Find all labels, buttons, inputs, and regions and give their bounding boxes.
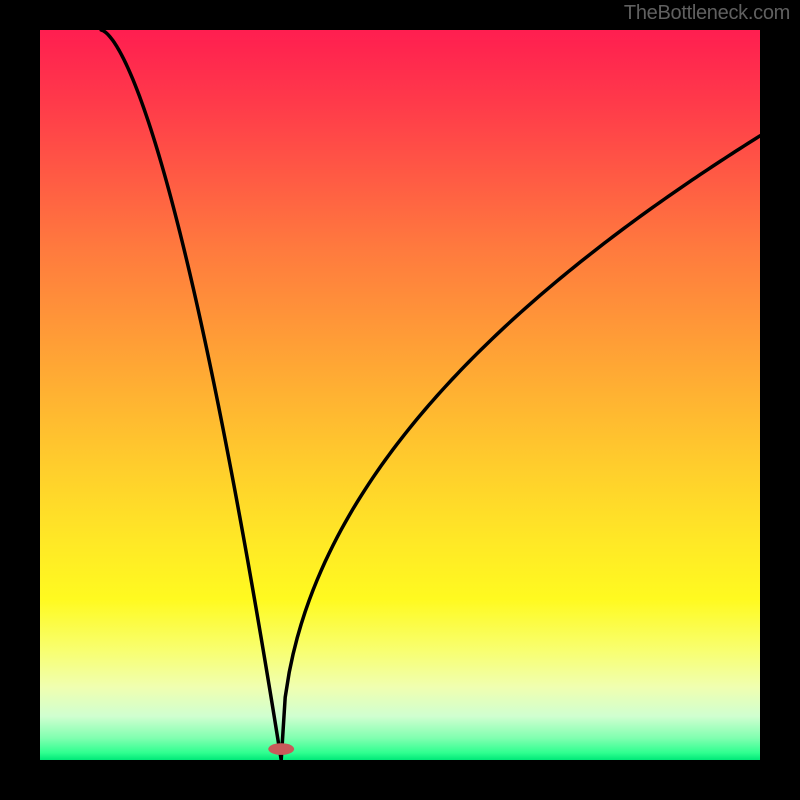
optimal-point-marker	[268, 743, 294, 755]
watermark-text: TheBottleneck.com	[624, 2, 790, 25]
chart-container: TheBottleneck.com	[0, 0, 800, 800]
plot-area	[40, 30, 760, 760]
curve-overlay	[40, 30, 760, 760]
bottleneck-curve	[101, 30, 760, 760]
